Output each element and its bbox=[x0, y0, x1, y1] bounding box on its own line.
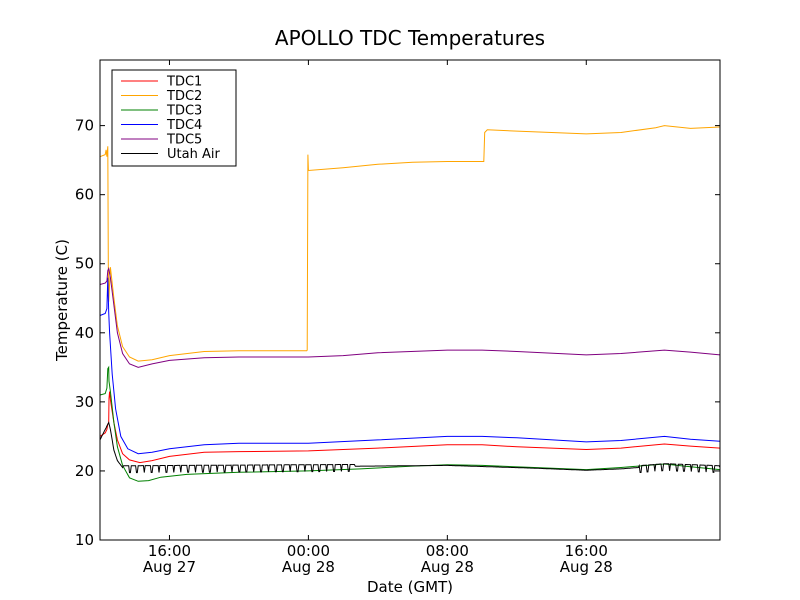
series-line-utah-air bbox=[99, 421, 721, 474]
x-tick-label-date: Aug 27 bbox=[143, 558, 196, 576]
series-line-tdc5 bbox=[99, 266, 721, 368]
series-layer bbox=[99, 125, 721, 482]
y-axis-label: Temperature (C) bbox=[53, 239, 71, 362]
y-tick-label: 20 bbox=[75, 462, 94, 480]
x-tick-label-date: Aug 28 bbox=[421, 558, 474, 576]
legend-label-tdc1: TDC1 bbox=[166, 75, 202, 90]
x-tick-label-time: 08:00 bbox=[426, 542, 469, 560]
legend-frame bbox=[111, 69, 237, 167]
chart-title: APOLLO TDC Temperatures bbox=[275, 26, 545, 50]
series-line-tdc3 bbox=[99, 365, 721, 482]
legend-label-tdc5: TDC5 bbox=[166, 133, 202, 148]
legend-label-tdc4: TDC4 bbox=[166, 118, 202, 133]
y-tick-label: 30 bbox=[75, 393, 94, 411]
legend-label-utah-air: Utah Air bbox=[167, 147, 220, 162]
x-tick-label-date: Aug 28 bbox=[560, 558, 613, 576]
y-tick-label: 70 bbox=[75, 117, 94, 135]
y-tick-label: 50 bbox=[75, 255, 94, 273]
y-tick-label: 60 bbox=[75, 186, 94, 204]
series-line-tdc1 bbox=[99, 391, 721, 464]
x-tick-label-time: 16:00 bbox=[148, 542, 191, 560]
y-tick-label: 10 bbox=[75, 531, 94, 549]
x-tick-label-time: 00:00 bbox=[287, 542, 330, 560]
legend-label-tdc3: TDC3 bbox=[166, 104, 202, 119]
y-tick-label: 40 bbox=[75, 324, 94, 342]
plot-frame bbox=[99, 59, 721, 541]
series-line-tdc4 bbox=[99, 277, 721, 455]
x-tick-label-date: Aug 28 bbox=[282, 558, 335, 576]
x-axis-label: Date (GMT) bbox=[367, 578, 453, 596]
legend-label-tdc2: TDC2 bbox=[166, 89, 202, 104]
x-tick-label-time: 16:00 bbox=[565, 542, 608, 560]
